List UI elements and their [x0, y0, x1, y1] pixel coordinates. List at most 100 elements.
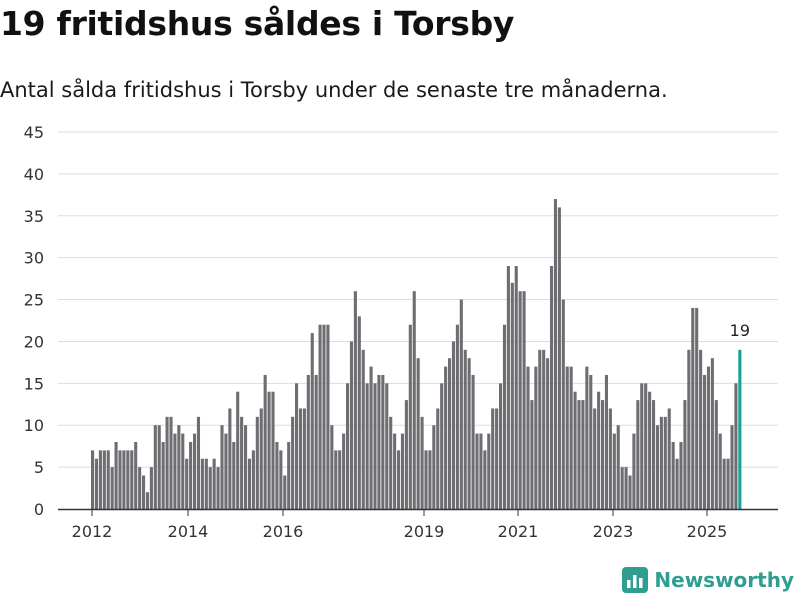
bar	[416, 358, 420, 509]
bar	[722, 458, 726, 509]
bar	[298, 408, 303, 509]
bar	[706, 366, 711, 509]
bar	[679, 441, 683, 509]
bar	[498, 383, 503, 509]
bar	[157, 425, 161, 509]
y-tick-label: 25	[24, 291, 44, 310]
bar	[357, 316, 361, 509]
bar	[569, 366, 573, 509]
bar	[185, 458, 189, 509]
bar	[444, 366, 448, 509]
bar	[145, 492, 150, 509]
bar	[267, 391, 271, 509]
x-tick-label: 2023	[593, 522, 634, 541]
x-axis-ticks: 2012 2014 2016 2019 2021 2023 2025	[72, 509, 728, 541]
bar	[616, 425, 620, 509]
bar	[385, 383, 389, 509]
bar	[573, 391, 577, 509]
bar	[502, 324, 507, 509]
bar	[94, 458, 99, 509]
bar	[177, 425, 181, 509]
bar	[522, 291, 526, 509]
bar	[538, 349, 542, 509]
bar	[577, 400, 581, 509]
y-tick-label: 10	[24, 416, 44, 435]
bar	[432, 425, 436, 509]
chart-title: 19 fritidshus såldes i Torsby	[0, 4, 515, 43]
bar	[326, 324, 330, 509]
bar	[189, 441, 193, 509]
bar	[314, 374, 318, 509]
bar	[381, 374, 385, 509]
bar	[667, 408, 671, 509]
bar	[459, 299, 463, 509]
bar	[714, 400, 718, 509]
bar	[342, 433, 346, 509]
bar	[275, 441, 279, 509]
bar	[702, 374, 707, 509]
bar	[240, 416, 244, 509]
bar	[624, 467, 628, 509]
bar	[287, 441, 291, 509]
x-tick-label: 2016	[263, 522, 304, 541]
x-tick-label: 2014	[168, 522, 209, 541]
bar	[318, 324, 322, 509]
bar	[204, 458, 208, 509]
bar	[561, 299, 565, 509]
bar	[518, 291, 522, 509]
bar	[718, 433, 722, 509]
bar	[349, 341, 354, 509]
bar	[130, 450, 134, 509]
bar	[408, 324, 412, 509]
bar	[659, 416, 663, 509]
bar	[114, 441, 118, 509]
bar	[161, 441, 165, 509]
bar	[138, 467, 142, 509]
y-axis-ticks: 0 5 10 15 20 25 30 35 40 45	[24, 123, 44, 519]
highlight-bar	[738, 349, 742, 509]
bar	[291, 416, 295, 509]
bar	[530, 400, 534, 509]
bar	[98, 450, 102, 509]
bar	[549, 266, 554, 509]
bar	[463, 349, 467, 509]
bar	[244, 425, 248, 509]
bar	[455, 324, 459, 509]
bar	[236, 391, 240, 509]
bar	[620, 467, 624, 509]
chart-subtitle: Antal sålda fritidshus i Torsby under de…	[0, 78, 668, 102]
bar	[91, 450, 95, 509]
highlight-value-label: 19	[730, 321, 750, 340]
bar	[479, 433, 483, 509]
bar	[628, 475, 632, 509]
bar	[126, 450, 130, 509]
y-tick-label: 5	[34, 458, 44, 477]
bar	[361, 349, 365, 509]
bar	[306, 374, 310, 509]
bar	[322, 324, 326, 509]
bar	[632, 433, 636, 509]
bar	[334, 450, 338, 509]
bar	[526, 366, 530, 509]
bar	[365, 383, 369, 509]
y-tick-label: 45	[24, 123, 44, 142]
bar	[283, 475, 287, 509]
bar	[687, 349, 691, 509]
bar	[373, 383, 377, 509]
bar	[165, 416, 169, 509]
bar	[514, 266, 518, 509]
bar	[122, 450, 126, 509]
bar	[734, 383, 738, 509]
bar	[589, 374, 593, 509]
bar	[542, 349, 546, 509]
bar	[173, 433, 177, 509]
x-tick-label: 2025	[687, 522, 728, 541]
y-tick-label: 40	[24, 165, 44, 184]
y-tick-label: 30	[24, 249, 44, 268]
bar	[699, 349, 703, 509]
bar	[648, 391, 652, 509]
y-tick-label: 20	[24, 332, 44, 351]
bar	[330, 425, 334, 509]
bar	[420, 416, 424, 509]
